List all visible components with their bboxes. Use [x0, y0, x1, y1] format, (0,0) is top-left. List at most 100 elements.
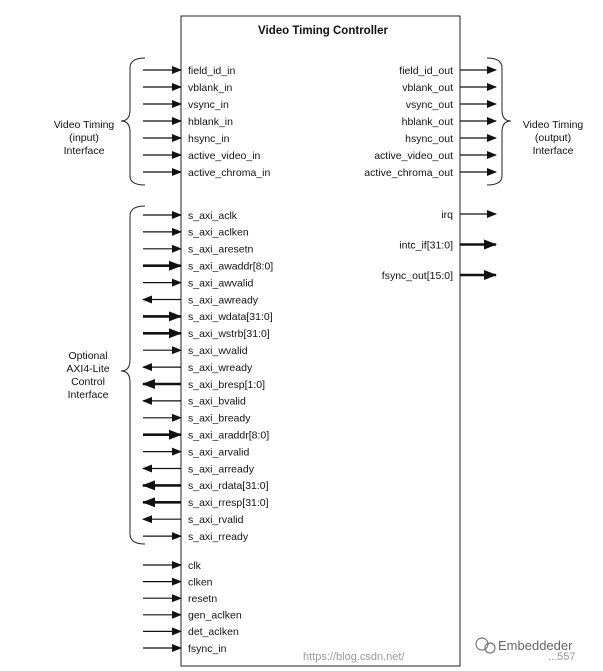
svg-text:Optional: Optional: [68, 350, 107, 362]
port-label: s_axi_wvalid: [188, 345, 248, 357]
port-label: s_axi_arready: [188, 463, 255, 475]
port-misc-out-2: fsync_out[15:0]: [382, 270, 497, 282]
port-label: s_axi_bvalid: [188, 396, 246, 408]
port-axi-14: s_axi_arvalid: [143, 446, 249, 458]
svg-text:AXI4-Lite: AXI4-Lite: [66, 363, 109, 375]
svg-text:Interface: Interface: [64, 145, 105, 157]
port-axi-19: s_axi_rready: [143, 531, 249, 543]
port-axi-9: s_axi_wready: [142, 362, 253, 374]
port-label: field_id_out: [399, 65, 453, 77]
port-axi-8: s_axi_wvalid: [143, 345, 248, 357]
watermark: https://blog.csdn.net/ Embeddeder ...557: [303, 637, 576, 663]
port-axi-13: s_axi_araddr[8:0]: [143, 430, 269, 442]
port-label: hsync_in: [188, 133, 230, 145]
controller-block: [180, 15, 461, 667]
svg-text:https://blog.csdn.net/: https://blog.csdn.net/: [303, 651, 405, 663]
svg-text:Video Timing: Video Timing: [523, 119, 584, 131]
port-label: s_axi_rvalid: [188, 514, 244, 526]
port-clock-2: resetn: [143, 593, 217, 605]
port-label: s_axi_aclk: [188, 210, 238, 222]
port-video-in-2: vsync_in: [143, 99, 229, 111]
port-label: active_chroma_in: [188, 167, 270, 179]
port-label: s_axi_wstrb[31:0]: [188, 328, 270, 340]
port-video-out-4: hsync_out: [405, 133, 497, 145]
svg-text:Control: Control: [71, 376, 105, 388]
port-clock-0: clk: [143, 560, 202, 572]
port-video-in-5: active_video_in: [143, 150, 261, 162]
port-clock-5: fsync_in: [143, 643, 227, 655]
port-clock-3: gen_aclken: [143, 610, 242, 622]
port-video-in-3: hblank_in: [143, 116, 233, 128]
port-axi-17: s_axi_rresp[31:0]: [142, 497, 269, 509]
port-axi-6: s_axi_wdata[31:0]: [143, 311, 273, 323]
svg-text:Interface: Interface: [68, 389, 109, 401]
port-video-in-0: field_id_in: [143, 65, 235, 77]
port-label: field_id_in: [188, 65, 235, 77]
port-label: s_axi_wready: [188, 362, 253, 374]
port-label: det_aclken: [188, 626, 239, 638]
svg-text:(output): (output): [535, 132, 571, 144]
video-input-group-label: Video Timing (input) Interface: [54, 119, 115, 157]
port-video-out-0: field_id_out: [399, 65, 497, 77]
block-title: Video Timing Controller: [258, 25, 388, 37]
port-video-in-1: vblank_in: [143, 82, 233, 94]
port-clock-1: clken: [143, 576, 213, 588]
port-label: clken: [188, 576, 213, 588]
axi-group-label: Optional AXI4-Lite Control Interface: [66, 350, 109, 401]
port-label: s_axi_rdata[31:0]: [188, 480, 269, 492]
port-axi-2: s_axi_aresetn: [143, 244, 254, 256]
port-label: s_axi_aresetn: [188, 244, 254, 256]
port-video-out-6: active_chroma_out: [364, 167, 497, 179]
port-label: active_video_out: [374, 150, 453, 162]
port-label: s_axi_bresp[1:0]: [188, 379, 265, 391]
port-label: fsync_out[15:0]: [382, 270, 453, 282]
port-label: s_axi_aclken: [188, 227, 249, 239]
port-label: resetn: [188, 593, 217, 605]
port-label: s_axi_awready: [188, 294, 259, 306]
port-label: s_axi_araddr[8:0]: [188, 430, 269, 442]
port-label: vblank_out: [402, 82, 453, 94]
port-label: s_axi_rresp[31:0]: [188, 497, 269, 509]
port-video-in-6: active_chroma_in: [143, 167, 270, 179]
video-output-brace: [486, 57, 512, 186]
port-misc-out-0: irq: [441, 209, 497, 221]
port-label: s_axi_rready: [188, 531, 249, 543]
port-label: irq: [441, 209, 453, 221]
port-label: fsync_in: [188, 643, 227, 655]
svg-text:(input): (input): [69, 132, 99, 144]
port-axi-0: s_axi_aclk: [143, 210, 238, 222]
port-label: s_axi_awaddr[8:0]: [188, 261, 273, 273]
port-label: hblank_out: [402, 116, 453, 128]
svg-text:...557: ...557: [548, 651, 576, 663]
port-axi-18: s_axi_rvalid: [142, 514, 244, 526]
port-label: hblank_in: [188, 116, 233, 128]
port-video-out-5: active_video_out: [374, 150, 497, 162]
port-axi-3: s_axi_awaddr[8:0]: [143, 261, 273, 273]
video-output-group-label: Video Timing (output) Interface: [523, 119, 584, 157]
port-label: s_axi_awvalid: [188, 277, 254, 289]
port-label: active_chroma_out: [364, 167, 453, 179]
svg-text:Interface: Interface: [533, 145, 574, 157]
svg-text:Video Timing: Video Timing: [54, 119, 115, 131]
port-misc-out-1: intc_if[31:0]: [399, 239, 497, 251]
port-label: s_axi_arvalid: [188, 446, 249, 458]
port-axi-15: s_axi_arready: [142, 463, 255, 475]
port-label: hsync_out: [405, 133, 453, 145]
port-axi-5: s_axi_awready: [142, 294, 259, 306]
port-label: intc_if[31:0]: [399, 239, 453, 251]
port-video-in-4: hsync_in: [143, 133, 230, 145]
port-video-out-2: vsync_out: [406, 99, 497, 111]
port-axi-16: s_axi_rdata[31:0]: [142, 480, 269, 492]
port-axi-7: s_axi_wstrb[31:0]: [143, 328, 270, 340]
port-label: s_axi_wdata[31:0]: [188, 311, 273, 323]
svg-text:Embeddeder: Embeddeder: [498, 638, 573, 653]
port-clock-4: det_aclken: [143, 626, 239, 638]
port-label: vsync_out: [406, 99, 453, 111]
port-video-out-1: vblank_out: [402, 82, 497, 94]
port-axi-12: s_axi_bready: [143, 413, 251, 425]
video-input-brace: [120, 57, 146, 186]
port-axi-10: s_axi_bresp[1:0]: [142, 379, 265, 391]
axi-brace: [120, 205, 146, 545]
port-label: vsync_in: [188, 99, 229, 111]
